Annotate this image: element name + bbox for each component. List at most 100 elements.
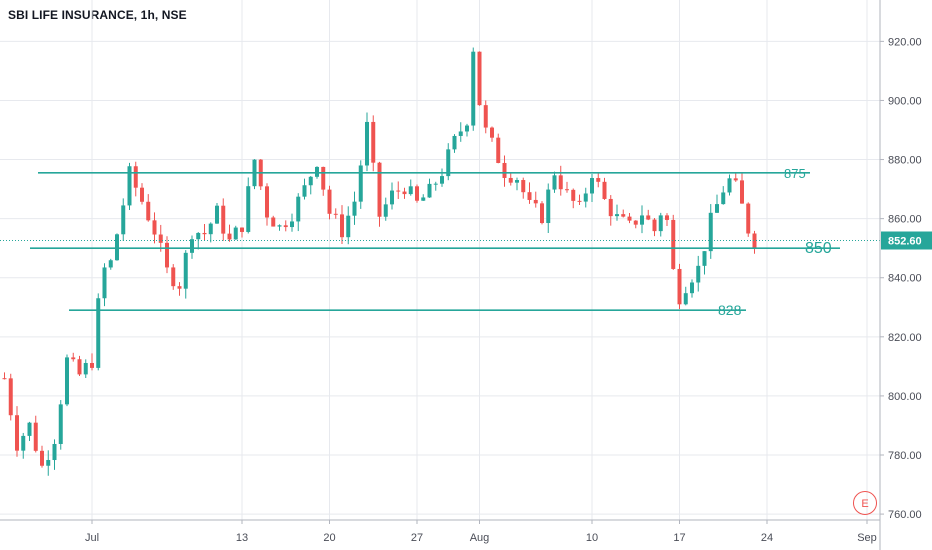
candle[interactable] [8,378,13,416]
candle[interactable] [571,189,576,201]
candle[interactable] [146,201,151,221]
candle[interactable] [296,196,301,222]
candle[interactable] [665,215,669,220]
candle[interactable] [15,415,19,451]
candle[interactable] [358,165,363,202]
candle[interactable] [246,186,251,232]
candle[interactable] [696,265,701,283]
candle[interactable] [677,268,682,305]
candle[interactable] [465,125,469,132]
candle[interactable] [290,221,294,228]
candle[interactable] [727,178,732,193]
candle[interactable] [440,176,444,184]
candle[interactable] [165,242,169,268]
candle[interactable] [702,251,707,266]
candle[interactable] [27,422,32,436]
candle[interactable] [496,137,501,163]
candle[interactable] [527,192,532,200]
candle[interactable] [508,177,513,183]
candle[interactable] [40,450,44,466]
candle[interactable] [377,162,382,217]
candle[interactable] [140,187,144,202]
candle[interactable] [615,214,619,217]
candle[interactable] [133,166,138,188]
candle[interactable] [640,215,644,225]
candle[interactable] [315,166,319,177]
candle[interactable] [483,105,488,128]
candle[interactable] [371,121,376,163]
candle[interactable] [52,443,57,461]
candle[interactable] [65,357,69,405]
candle[interactable] [733,178,738,181]
candle[interactable] [583,193,588,202]
candle[interactable] [652,219,657,232]
candle[interactable] [415,186,419,201]
candle[interactable] [21,435,26,451]
candle[interactable] [477,51,482,106]
candle[interactable] [521,180,526,193]
candle[interactable] [77,359,82,375]
candle[interactable] [321,166,326,190]
candle[interactable] [233,227,238,240]
candle[interactable] [190,239,194,253]
candle[interactable] [283,225,288,228]
candle[interactable] [271,217,276,227]
candle[interactable] [602,181,607,199]
candle[interactable] [227,233,232,240]
candle[interactable] [621,214,626,217]
candle[interactable] [46,460,51,466]
candle[interactable] [690,282,694,294]
candle[interactable] [533,199,538,204]
candle[interactable] [265,186,269,218]
candle[interactable] [240,227,244,232]
candle[interactable] [515,180,519,183]
candle[interactable] [171,267,176,287]
candle[interactable] [383,204,388,217]
candle[interactable] [340,214,344,238]
candle[interactable] [708,212,713,252]
candle[interactable] [308,176,313,186]
candle[interactable] [433,183,438,185]
candle[interactable] [102,267,107,299]
candle[interactable] [752,233,757,249]
earnings-badge[interactable]: E [853,491,877,515]
candle[interactable] [471,51,476,126]
candle[interactable] [646,215,651,220]
candle[interactable] [71,357,76,360]
candle[interactable] [421,197,426,201]
candle[interactable] [115,234,119,261]
candle[interactable] [740,180,744,204]
candle[interactable] [565,189,569,191]
candle[interactable] [390,190,394,205]
candle[interactable] [402,191,407,195]
candle[interactable] [427,183,432,198]
candle[interactable] [365,121,369,166]
candle[interactable] [671,219,676,269]
candle[interactable] [208,223,213,235]
candle[interactable] [327,189,332,214]
candle[interactable] [683,293,688,305]
candle[interactable] [302,185,307,197]
candle[interactable] [202,232,207,235]
candle[interactable] [546,189,551,224]
candle[interactable] [608,198,613,217]
candle[interactable] [196,232,201,240]
candle[interactable] [2,378,7,380]
candle[interactable] [352,201,357,216]
candle[interactable] [552,175,557,190]
candle[interactable] [658,215,663,232]
candle[interactable] [90,363,94,368]
candle[interactable] [83,363,88,375]
candle[interactable] [277,225,282,227]
candle[interactable] [540,203,544,224]
candle[interactable] [333,213,338,215]
candle[interactable] [746,203,751,234]
candle[interactable] [502,162,507,178]
candle[interactable] [183,252,188,289]
candle[interactable] [108,260,113,268]
candle[interactable] [346,215,351,238]
candle[interactable] [633,220,638,225]
candle[interactable] [221,205,226,234]
candle[interactable] [177,286,182,289]
